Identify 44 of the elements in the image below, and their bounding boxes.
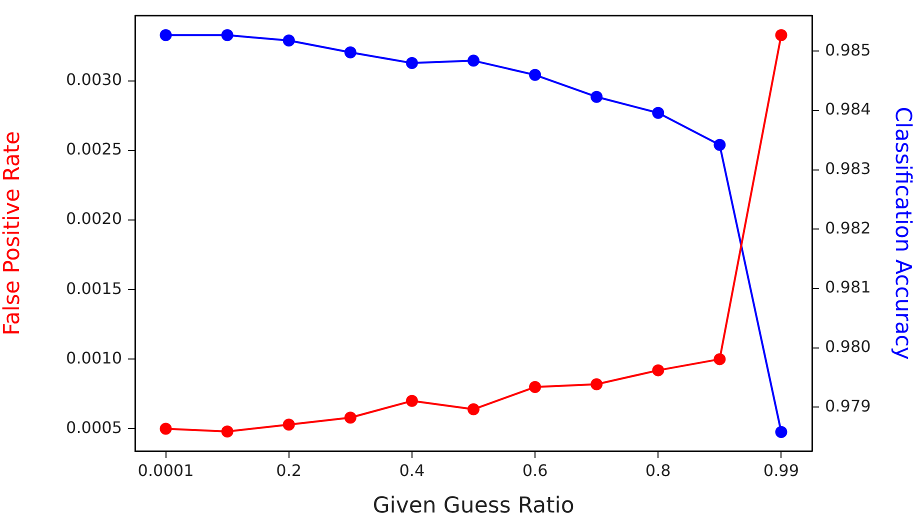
- point: [282, 418, 295, 431]
- point: [406, 57, 418, 70]
- point: [529, 381, 542, 394]
- point: [590, 90, 603, 103]
- point: [282, 34, 295, 47]
- y2-tick-label: 0.985: [825, 40, 871, 60]
- point: [468, 403, 480, 416]
- x-tick-label: 0.0001: [138, 460, 194, 480]
- point: [221, 426, 234, 438]
- x-tick-label: 0.6: [522, 460, 548, 480]
- x-tick-label: 0.2: [276, 460, 302, 480]
- point: [344, 46, 356, 58]
- y-axis-title: False Positive Rate: [0, 131, 25, 336]
- y2-tick-label: 0.981: [825, 278, 871, 297]
- point: [160, 422, 172, 435]
- x-axis-title: Given Guess Ratio: [372, 494, 574, 519]
- point: [775, 29, 788, 42]
- y-tick-label: 0.0025: [66, 140, 122, 159]
- y-tick-label: 0.0030: [66, 70, 122, 90]
- x-tick-label: 0.99: [763, 460, 800, 480]
- point: [775, 426, 788, 438]
- y2-tick-label: 0.983: [825, 158, 871, 178]
- x-tick-label: 0.8: [645, 460, 671, 480]
- y-tick-label: 0.0015: [66, 278, 122, 298]
- point: [714, 353, 726, 366]
- y-tick-label: 0.0020: [66, 209, 122, 228]
- point: [652, 106, 664, 119]
- point: [590, 378, 603, 390]
- point: [221, 29, 234, 42]
- y2-tick-label: 0.984: [825, 100, 871, 119]
- y2-tick-label: 0.982: [825, 218, 871, 238]
- point: [652, 364, 664, 376]
- y-tick-label: 0.0005: [66, 418, 122, 437]
- y2-tick-label: 0.979: [825, 396, 871, 416]
- y2-axis-title: Classification Accuracy: [890, 106, 915, 360]
- point: [714, 138, 726, 151]
- x-tick-label: 0.4: [399, 460, 425, 480]
- point: [160, 29, 172, 42]
- point: [468, 54, 480, 67]
- y-tick-label: 0.0010: [66, 348, 122, 368]
- point: [529, 68, 542, 81]
- point: [344, 412, 356, 424]
- point: [406, 394, 418, 407]
- y2-tick-label: 0.980: [825, 336, 871, 356]
